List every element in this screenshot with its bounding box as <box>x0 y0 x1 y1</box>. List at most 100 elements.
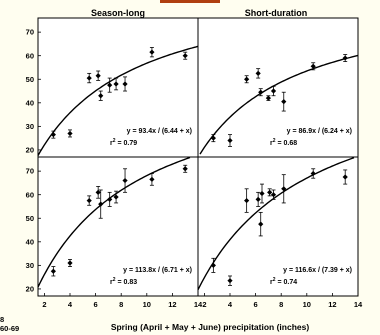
data-point-r1c0-5 <box>107 191 113 207</box>
y-tick-label-0-5: 70 <box>26 28 34 37</box>
y-tick-label-0-2: 40 <box>26 98 34 107</box>
diamond-marker <box>50 132 56 138</box>
panel-frame-r0c0 <box>37 17 199 158</box>
diamond-marker <box>255 70 261 76</box>
r-squared-prefix: r <box>110 279 113 286</box>
r-squared-sup: 2 <box>273 138 276 144</box>
data-point-r1c0-1 <box>67 259 73 267</box>
data-point-r1c0-6 <box>113 190 119 204</box>
diamond-marker <box>267 189 273 195</box>
data-point-r0c1-3 <box>255 68 261 79</box>
x-tick-label-0-4: 10 <box>143 300 151 309</box>
diamond-marker <box>255 196 261 203</box>
x-tick-label-0-2: 6 <box>94 300 98 309</box>
diamond-marker <box>95 73 101 79</box>
diamond-marker <box>210 262 216 268</box>
fit-curve-r0c0 <box>37 45 199 156</box>
r-squared-r1c0: r2 = 0.83 <box>110 277 137 286</box>
diamond-marker <box>107 196 113 203</box>
diamond-marker <box>342 55 348 61</box>
diamond-marker <box>310 63 316 69</box>
equation-r1c1: y = 116.6x / (7.39 + x) <box>283 267 352 274</box>
diamond-marker <box>310 170 316 177</box>
y-tick-label-1-0: 20 <box>26 285 34 294</box>
equation-r0c1: y = 86.9x / (6.24 + x) <box>287 128 352 135</box>
data-point-r1c0-7 <box>122 168 128 193</box>
diamond-marker <box>149 49 155 55</box>
equation-r0c0: y = 93.4x / (6.44 + x) <box>127 128 192 135</box>
fit-curve-r1c1 <box>197 157 355 291</box>
y-tick-label-1-1: 30 <box>26 261 34 270</box>
x-tick-label-0-6: 14 <box>194 300 203 309</box>
x-tick-label-0-0: 2 <box>42 300 46 309</box>
diamond-marker <box>281 99 287 105</box>
equation-r1c0: y = 113.8x / (6.71 + x) <box>123 267 192 274</box>
data-point-r1c0-2 <box>86 195 92 206</box>
y-tick-label-0-4: 60 <box>26 51 34 60</box>
data-point-r1c0-8 <box>149 173 155 186</box>
data-point-r0c0-1 <box>67 129 73 138</box>
y-tick-label-1-5: 70 <box>26 167 34 176</box>
data-point-r0c1-4 <box>258 88 264 97</box>
diamond-marker <box>98 93 104 99</box>
panel-frame-r0c1 <box>197 17 359 158</box>
data-point-r0c0-9 <box>182 51 188 60</box>
data-point-r0c0-0 <box>50 130 56 139</box>
data-point-r0c0-3 <box>95 70 101 81</box>
diamond-marker <box>210 135 216 141</box>
diamond-marker <box>95 189 101 195</box>
left-edge-label-top: 8 <box>0 315 4 324</box>
diamond-marker <box>182 53 188 59</box>
data-point-r0c1-2 <box>244 75 250 84</box>
x-tick-label-1-4: 10 <box>303 300 311 309</box>
diamond-marker <box>86 197 92 204</box>
r-squared-value: = 0.68 <box>276 140 298 147</box>
data-point-r0c1-6 <box>270 85 277 97</box>
data-point-r1c1-4 <box>258 211 264 237</box>
data-point-r0c0-8 <box>149 47 155 58</box>
y-tick-label-0-1: 30 <box>26 122 34 131</box>
diamond-marker <box>244 197 250 204</box>
data-point-r1c1-6 <box>267 188 273 197</box>
x-tick-label-1-2: 6 <box>254 300 258 309</box>
diamond-marker <box>227 137 233 144</box>
top-accent-bar <box>160 0 220 3</box>
diamond-marker <box>67 130 73 137</box>
diamond-marker <box>122 177 128 184</box>
data-point-r0c0-7 <box>122 76 128 92</box>
diamond-marker <box>50 268 56 274</box>
diamond-marker <box>270 192 277 198</box>
panel-frame-r1c0 <box>37 156 199 297</box>
data-point-r1c1-2 <box>244 188 250 213</box>
diamond-marker <box>67 260 73 266</box>
x-axis-label: Spring (April + May + June) precipitatio… <box>111 322 310 332</box>
r-squared-sup: 2 <box>113 138 116 144</box>
r-squared-sup: 2 <box>273 277 276 283</box>
r-squared-r0c1: r2 = 0.68 <box>270 138 297 147</box>
left-edge-label-bottom: 60-69 <box>0 324 19 333</box>
data-point-r0c1-7 <box>281 91 287 112</box>
r-squared-sup: 2 <box>113 277 116 283</box>
data-point-r1c1-1 <box>227 275 233 286</box>
diamond-marker <box>258 89 264 95</box>
data-point-r0c0-6 <box>113 77 119 91</box>
x-tick-label-1-3: 8 <box>279 300 283 309</box>
diamond-marker <box>122 81 128 87</box>
data-point-r0c1-8 <box>310 62 316 71</box>
y-tick-label-1-3: 50 <box>26 214 34 223</box>
data-point-r0c1-0 <box>210 134 216 143</box>
diamond-marker <box>270 88 277 94</box>
r-squared-value: = 0.74 <box>276 279 298 286</box>
data-point-r1c1-10 <box>342 169 348 185</box>
diamond-marker <box>182 166 188 172</box>
data-point-r0c0-5 <box>107 77 113 93</box>
diamond-marker <box>227 278 233 284</box>
data-point-r0c1-5 <box>265 95 271 101</box>
diamond-marker <box>98 201 104 207</box>
panel-title-season-long: Season-long <box>91 8 145 18</box>
data-point-r1c1-0 <box>210 257 216 273</box>
r-squared-prefix: r <box>270 279 273 286</box>
data-point-r0c0-4 <box>98 90 104 101</box>
fit-curve-r0c1 <box>199 54 359 155</box>
